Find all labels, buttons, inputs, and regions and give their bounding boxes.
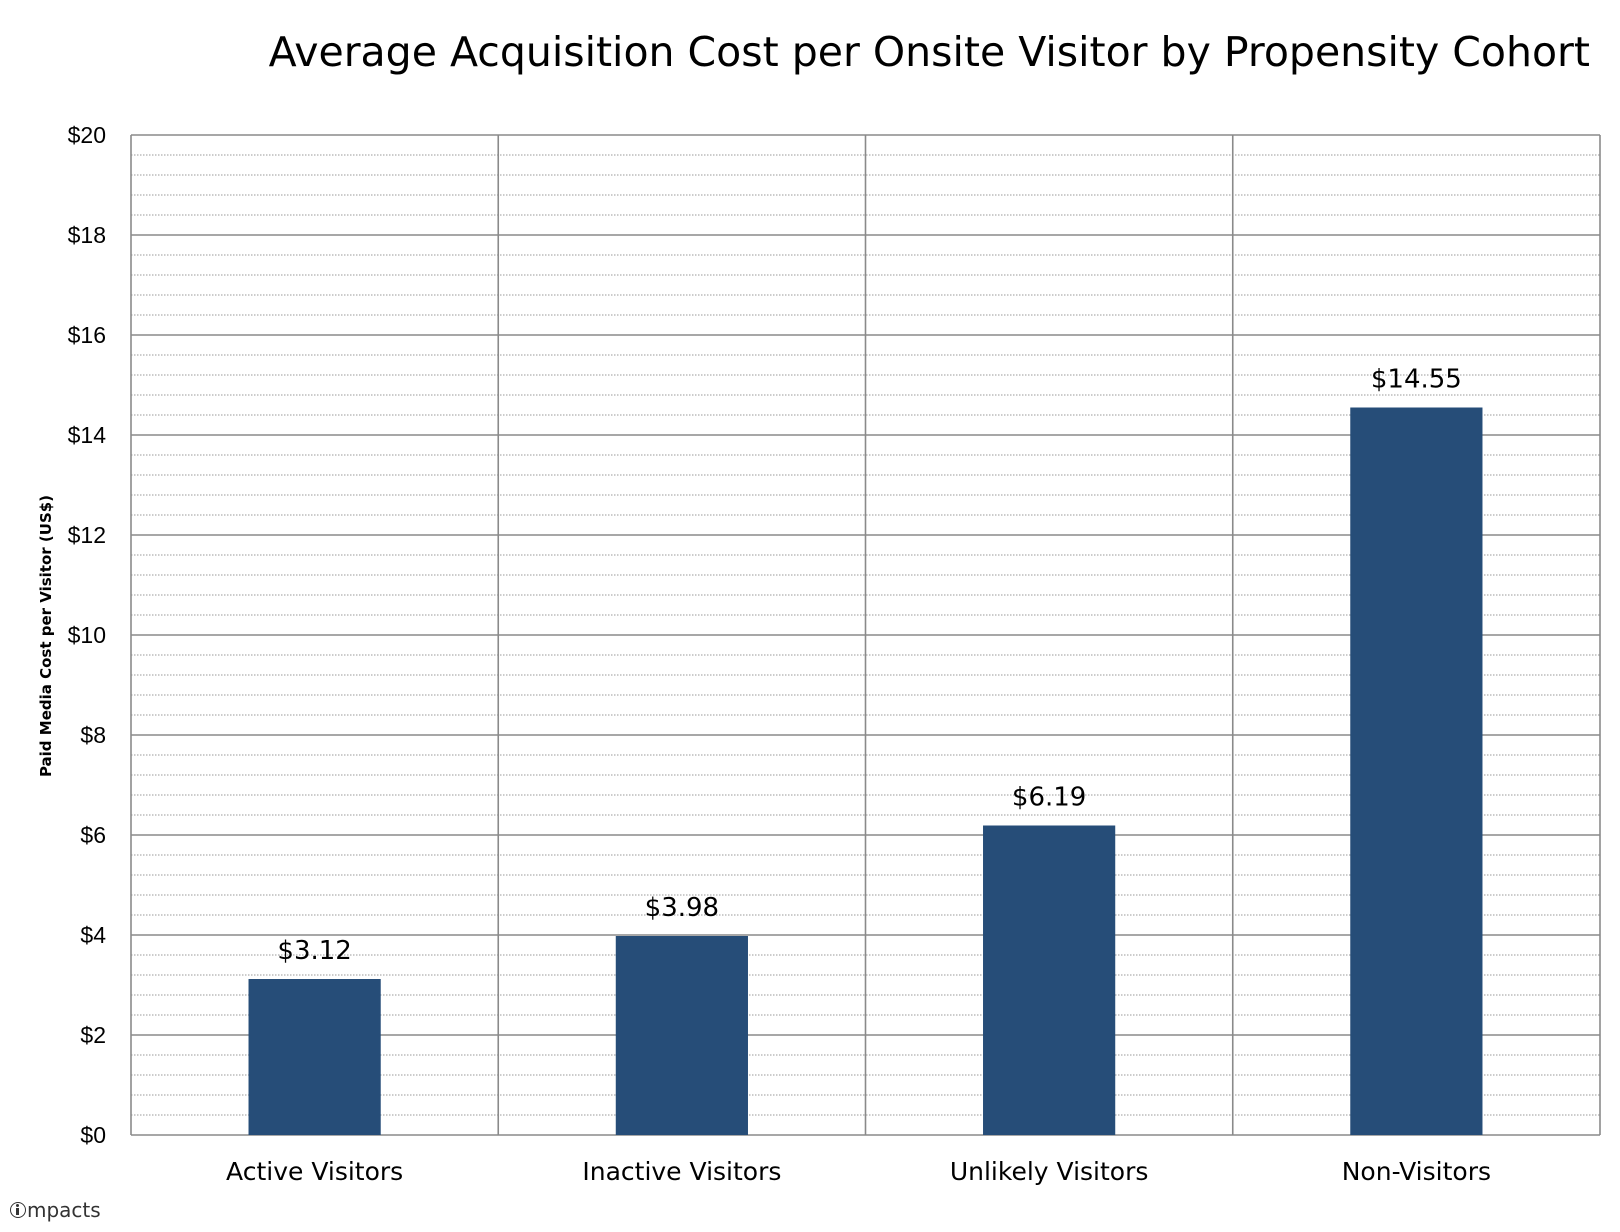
data-labels: $3.12 $3.98 $6.19 $14.55 <box>277 365 1461 967</box>
y-tick-label: $8 <box>80 722 106 748</box>
y-tick-label: $18 <box>68 222 106 248</box>
y-tick-label: $20 <box>68 122 106 148</box>
x-tick-label: Inactive Visitors <box>582 1157 781 1186</box>
brand-logo: mpacts <box>10 1198 101 1222</box>
chart-title: Average Acquisition Cost per Onsite Visi… <box>269 28 1590 76</box>
data-label: $14.55 <box>1371 365 1462 395</box>
x-tick-label: Active Visitors <box>226 1157 403 1186</box>
y-axis-ticks: $0 $2 $4 $6 $8 $10 $12 $14 $16 $18 $20 <box>68 122 107 1148</box>
y-tick-label: $0 <box>80 1122 106 1148</box>
x-tick-label: Non-Visitors <box>1342 1157 1491 1186</box>
y-tick-label: $12 <box>68 522 106 548</box>
y-tick-label: $14 <box>68 422 107 448</box>
y-tick-label: $2 <box>80 1022 106 1048</box>
data-label: $3.98 <box>645 893 719 923</box>
data-label: $3.12 <box>277 936 351 966</box>
bar <box>983 825 1116 1135</box>
bars <box>248 407 1483 1135</box>
bar <box>1350 407 1483 1135</box>
y-axis-label: Paid Media Cost per Visitor (US$) <box>37 495 55 777</box>
data-label: $6.19 <box>1012 783 1086 813</box>
y-tick-label: $10 <box>68 622 106 648</box>
info-circle-icon <box>10 1202 26 1218</box>
y-tick-label: $4 <box>80 922 106 948</box>
brand-name: mpacts <box>27 1198 101 1222</box>
bar <box>615 936 748 1135</box>
bar <box>248 979 381 1135</box>
x-axis-ticks: Active Visitors Inactive Visitors Unlikely… <box>226 1157 1491 1186</box>
x-tick-label: Unlikely Visitors <box>950 1157 1149 1186</box>
y-tick-label: $16 <box>68 322 106 348</box>
y-tick-label: $6 <box>80 822 106 848</box>
